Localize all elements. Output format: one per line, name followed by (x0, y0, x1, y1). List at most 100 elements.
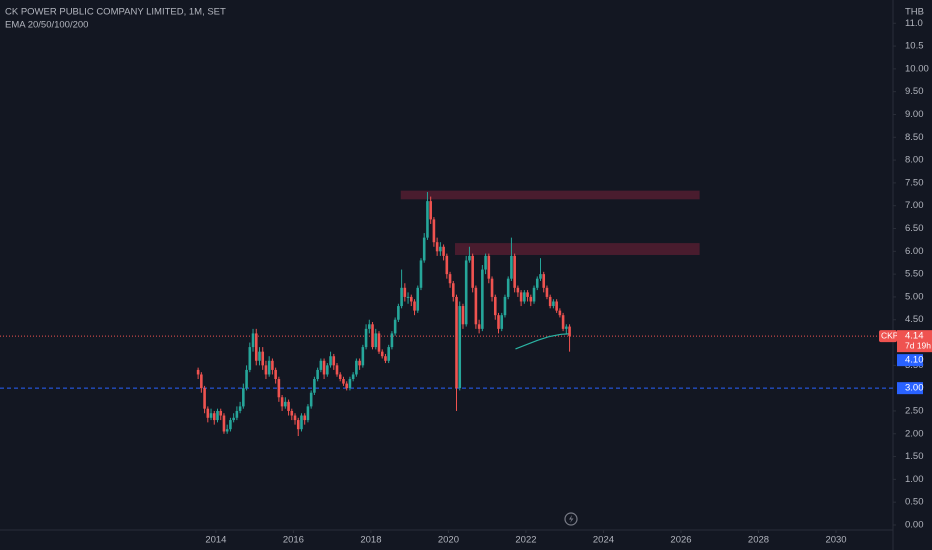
candle-body (458, 306, 462, 389)
candle-body (422, 237, 426, 261)
candle-body (306, 406, 310, 421)
candle-body (561, 315, 565, 329)
candle-body (539, 274, 542, 279)
candle-body (274, 369, 277, 380)
y-tick-label: 8.50 (905, 132, 924, 143)
candle-body (335, 365, 339, 375)
candle-body (548, 296, 552, 307)
y-tick-label: 6.00 (905, 246, 924, 257)
candle-body (293, 415, 297, 421)
candle-body (526, 292, 529, 297)
symbol-label: CKP (881, 330, 899, 340)
candle-body (555, 301, 558, 311)
candle-body (200, 374, 203, 389)
candle-body (374, 333, 378, 348)
candle-body (245, 369, 248, 389)
supply-zone (455, 243, 700, 255)
candle-body (535, 278, 539, 288)
y-tick-label: 0.50 (905, 497, 924, 508)
y-tick-label: 11.0 (905, 18, 923, 29)
candle-body (264, 365, 268, 375)
y-tick-label: 4.50 (905, 314, 924, 325)
countdown-label: 7d 19h (905, 340, 931, 350)
candle-body (406, 296, 410, 298)
candle-body (464, 260, 468, 325)
candle-body (322, 360, 326, 375)
y-tick-label: 7.50 (905, 177, 924, 188)
candle-body (345, 383, 348, 389)
candle-body (435, 242, 439, 252)
candle-body (419, 260, 423, 288)
candle-body (212, 413, 216, 421)
candle-body (225, 429, 229, 432)
candle-body (384, 356, 387, 361)
candle-body (568, 326, 571, 337)
candle-body (497, 315, 500, 329)
candle-body (364, 328, 368, 348)
candle-body (203, 388, 206, 409)
candle-body (329, 356, 332, 366)
candle-body (390, 333, 394, 348)
y-tick-label: 10.5 (905, 41, 924, 52)
candle-body (432, 219, 436, 243)
candle-body (216, 410, 219, 421)
candle-body (516, 287, 520, 293)
candle-body (519, 292, 523, 302)
replay-icon[interactable] (564, 512, 578, 526)
x-tick-label: 2018 (360, 535, 381, 546)
candle-body (513, 255, 516, 288)
y-tick-label: 5.00 (905, 291, 924, 302)
indicator-label: EMA 20/50/100/200 (5, 20, 88, 31)
candle-body (403, 287, 407, 297)
candle-body (500, 315, 504, 329)
candle-body (358, 360, 361, 366)
y-tick-label: 2.50 (905, 405, 924, 416)
candle-body (368, 324, 371, 329)
symbol-tag (879, 330, 897, 343)
candle-body (222, 415, 226, 432)
candle-body (309, 392, 313, 407)
candle-body (442, 246, 445, 256)
candle-body (300, 415, 303, 430)
candle-body (342, 379, 345, 384)
candle-body (455, 296, 458, 389)
candle-body (532, 287, 536, 302)
candle-body (287, 401, 290, 411)
candle-body (510, 255, 513, 279)
candle-body (387, 347, 390, 361)
candle-body (206, 408, 210, 418)
icon-circle[interactable] (564, 512, 578, 526)
candle-body (326, 365, 329, 375)
price-tag (897, 330, 932, 353)
x-tick-label: 2020 (438, 535, 459, 546)
candle-body (400, 287, 403, 307)
x-tick-label: 2016 (283, 535, 304, 546)
candle-body (319, 360, 323, 370)
y-tick-label: 9.50 (905, 86, 924, 97)
candle-body (248, 347, 252, 370)
chart-title: CK POWER PUBLIC COMPANY LIMITED, 1M, SET (5, 7, 226, 18)
candle-body (393, 319, 397, 334)
x-tick-label: 2014 (205, 535, 226, 546)
candle-body (261, 351, 265, 366)
candle-body (506, 278, 510, 297)
candle-body (361, 347, 365, 366)
price-label: 4.14 (905, 331, 924, 342)
candle-body (355, 360, 358, 375)
candle-body (426, 201, 429, 238)
candle-body (290, 410, 294, 416)
icon-bolt[interactable] (569, 515, 574, 523)
candle-body (238, 406, 242, 411)
candle-body (313, 379, 316, 393)
x-tick-label: 2030 (825, 535, 846, 546)
candle-body (445, 255, 449, 275)
candle-body (451, 283, 455, 297)
y-tick-label: 7.00 (905, 200, 924, 211)
candle-body (267, 360, 271, 375)
candle-body (254, 333, 258, 361)
candle-body (229, 420, 232, 430)
y-tick-label: 9.00 (905, 109, 924, 120)
y-tick-label: 1.50 (905, 451, 924, 462)
x-tick-label: 2028 (748, 535, 769, 546)
